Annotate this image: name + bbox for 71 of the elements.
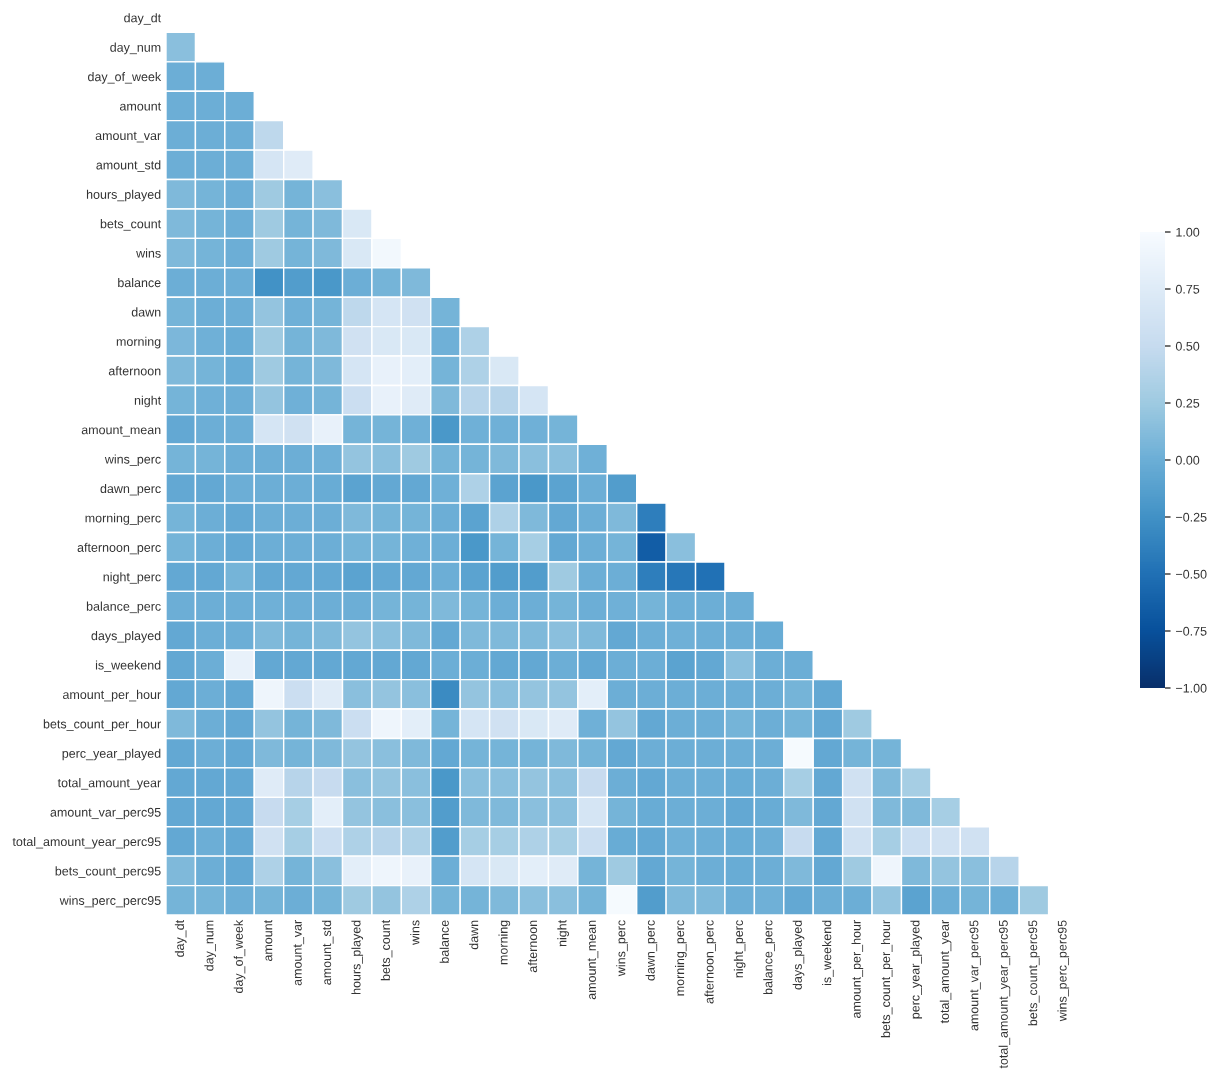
x-tick-label: day_of_week bbox=[233, 919, 246, 993]
y-tick-label: balance bbox=[118, 277, 161, 288]
y-tick-label: amount_std bbox=[96, 160, 161, 172]
x-tick-label: is_weekend bbox=[822, 920, 834, 986]
y-tick-label: is_weekend bbox=[95, 660, 161, 672]
y-tick-label: afternoon bbox=[108, 366, 161, 376]
x-tick-label: morning bbox=[498, 920, 511, 965]
y-tick-label: afternoon_perc bbox=[77, 542, 161, 555]
y-tick-label: bets_count bbox=[100, 219, 162, 231]
y-tick-label: bets_count_per_hour bbox=[43, 719, 161, 731]
y-tick-label: day_num bbox=[110, 42, 161, 55]
color-bar-label: 0.50 bbox=[1175, 341, 1200, 351]
x-tick-label: amount_per_hour bbox=[851, 920, 864, 1018]
y-tick-label: amount_mean bbox=[81, 426, 161, 437]
y-tick-label: amount_var_perc95 bbox=[50, 807, 161, 820]
x-tick-label: amount_std bbox=[321, 920, 334, 985]
y-tick-label: day_dt bbox=[124, 13, 162, 25]
color-bar-label: −0.25 bbox=[1176, 512, 1207, 522]
x-tick-label: day_num bbox=[204, 920, 216, 971]
y-tick-label: wins_perc bbox=[104, 454, 161, 467]
x-tick-label: amount_var_perc95 bbox=[969, 920, 981, 1031]
x-tick-label: wins_perc bbox=[616, 920, 628, 977]
y-tick-label: hours_played bbox=[86, 189, 161, 202]
color-bar-label: −0.50 bbox=[1176, 569, 1207, 579]
x-tick-label: amount bbox=[264, 919, 273, 962]
x-tick-label: balance bbox=[439, 920, 449, 963]
color-bar-label: 0.75 bbox=[1175, 284, 1200, 294]
x-tick-label: balance_perc bbox=[763, 920, 775, 995]
x-tick-label: night bbox=[557, 919, 569, 947]
x-tick-label: afternoon_perc bbox=[704, 920, 717, 1004]
y-tick-label: wins_perc_perc95 bbox=[59, 895, 161, 908]
y-tick-label: dawn_perc bbox=[100, 483, 161, 496]
y-tick-label: perc_year_played bbox=[62, 748, 161, 761]
color-bar-label: 0.00 bbox=[1175, 455, 1200, 465]
x-tick-label: amount_mean bbox=[587, 920, 599, 1000]
x-tick-label: morning_perc bbox=[675, 920, 687, 996]
x-tick-label: bets_count_per_hour bbox=[880, 920, 893, 1038]
x-tick-label: wins_perc_perc95 bbox=[1057, 920, 1070, 1022]
x-tick-label: perc_year_played bbox=[910, 920, 923, 1019]
y-tick-label: amount_per_hour bbox=[63, 689, 161, 702]
y-tick-label: day_of_week bbox=[88, 72, 162, 84]
color-bar-label: 1.00 bbox=[1176, 227, 1200, 237]
y-tick-label: amount bbox=[119, 102, 162, 111]
y-tick-label: night bbox=[134, 395, 162, 408]
y-tick-label: total_amount_year_perc95 bbox=[12, 836, 161, 849]
x-tick-label: bets_count bbox=[380, 919, 393, 981]
y-tick-label: bets_count_perc95 bbox=[55, 866, 161, 878]
x-tick-label: bets_count_perc95 bbox=[1028, 920, 1040, 1026]
color-bar-label: 0.25 bbox=[1175, 398, 1200, 408]
y-tick-label: wins bbox=[136, 248, 161, 258]
x-tick-label: afternoon bbox=[527, 920, 538, 973]
x-tick-label: day_dt bbox=[174, 919, 187, 957]
x-tick-label: total_amount_year_perc95 bbox=[998, 920, 1011, 1069]
y-tick-label: morning bbox=[116, 336, 161, 349]
y-tick-label: balance_perc bbox=[86, 601, 161, 614]
x-tick-label: amount_var bbox=[293, 920, 305, 986]
color-bar-label: −1.00 bbox=[1176, 683, 1207, 693]
y-tick-label: night_perc bbox=[103, 572, 161, 584]
y-tick-label: morning_perc bbox=[85, 513, 161, 525]
x-tick-label: hours_played bbox=[351, 920, 364, 995]
x-tick-label: total_amount_year bbox=[939, 920, 952, 1024]
x-tick-label: wins bbox=[410, 920, 420, 945]
x-tick-label: dawn_perc bbox=[645, 920, 658, 981]
color-bar-label: −0.75 bbox=[1176, 626, 1207, 636]
y-tick-label: amount_var bbox=[95, 131, 161, 143]
x-tick-label: days_played bbox=[792, 920, 805, 990]
y-tick-label: days_played bbox=[91, 630, 161, 643]
y-tick-label: total_amount_year bbox=[57, 778, 161, 790]
x-tick-label: dawn bbox=[469, 920, 479, 950]
x-tick-label: night_perc bbox=[733, 920, 746, 978]
y-tick-label: dawn bbox=[131, 307, 161, 317]
